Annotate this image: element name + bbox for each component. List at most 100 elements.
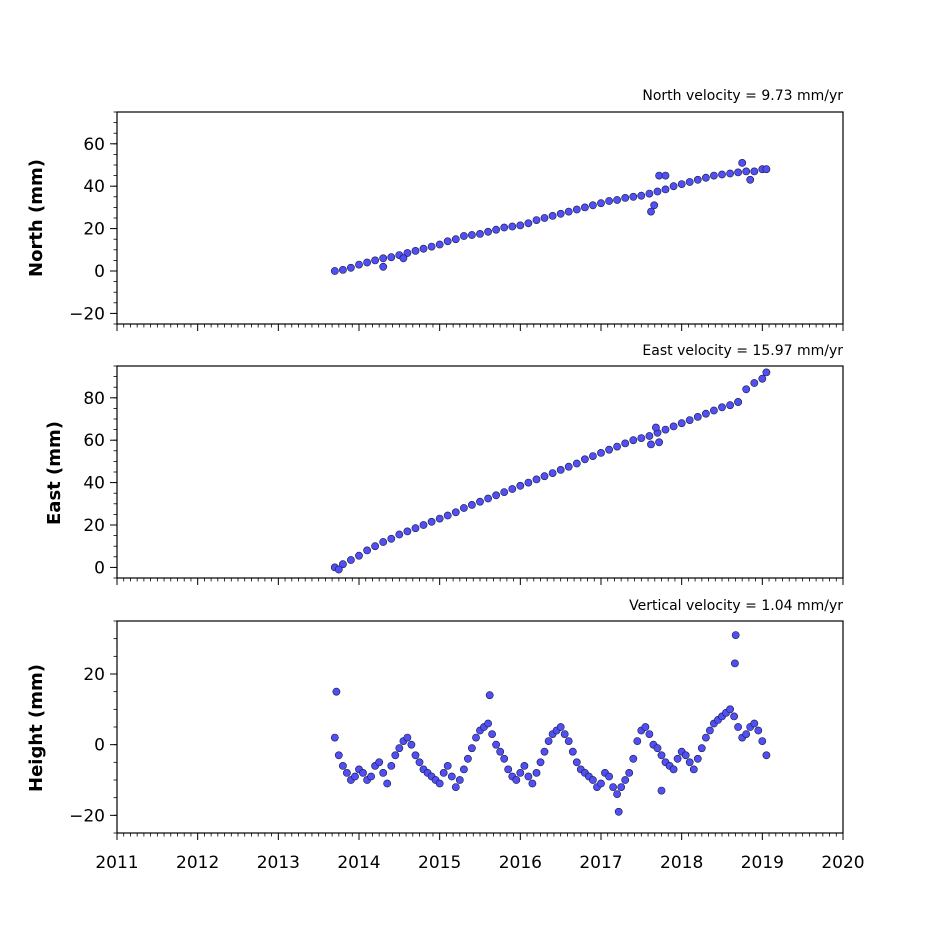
height-data-point [685, 758, 694, 767]
east-data-point [524, 478, 533, 487]
height-data-point [403, 733, 412, 742]
east-data-point [459, 504, 468, 512]
height-data-point [528, 779, 537, 788]
east-markers [330, 368, 771, 574]
height-data-point [472, 733, 480, 742]
height-plot-frame [116, 620, 844, 834]
height-x-tick-label: 2015 [418, 853, 461, 873]
east-data-point [403, 527, 412, 536]
north-data-point [738, 158, 747, 167]
height-data-point [411, 751, 420, 760]
height-data-point [330, 733, 339, 742]
height-data-point [463, 754, 472, 763]
east-data-point [427, 517, 436, 526]
height-data-point [754, 726, 763, 735]
east-ylabel: East (mm) [44, 421, 65, 525]
north-data-point [387, 253, 396, 262]
north-data-point [363, 258, 371, 267]
height-data-point [359, 769, 367, 777]
height-data-point [332, 687, 341, 696]
north-data-point [524, 219, 533, 228]
height-data-point [367, 772, 375, 781]
height-data-point [443, 762, 452, 770]
height-data-point [673, 754, 682, 763]
height-data-point [657, 786, 666, 795]
height-data-point [435, 779, 444, 788]
height-y-tick-label: 0 [94, 736, 105, 756]
east-data-point [387, 534, 396, 543]
east-data-point [647, 440, 655, 449]
north-data-point [746, 175, 755, 184]
north-data-point [338, 265, 347, 274]
north-y-tick-label: 0 [94, 262, 105, 282]
height-data-point [520, 762, 529, 770]
east-y-tick-label: 40 [83, 474, 105, 494]
height-data-point [540, 747, 549, 756]
height-data-point [485, 691, 494, 700]
height-ticks: 2011 2012 2013 2014 2015 2016 2017 2018 2019 2020… [69, 620, 865, 873]
east-plot-frame [116, 365, 844, 579]
height-x-tick-label: 2018 [660, 853, 703, 873]
height-x-tick-label: 2019 [741, 853, 784, 873]
height-data-point [762, 751, 771, 760]
east-data-point [621, 439, 630, 448]
east-data-point [379, 538, 388, 546]
height-data-point [496, 747, 505, 756]
height-data-point [395, 744, 404, 753]
east-data-point [334, 565, 343, 574]
east-data-point [677, 419, 686, 428]
north-data-point [581, 203, 589, 212]
height-data-point [572, 758, 581, 767]
height-data-point [731, 659, 739, 668]
north-ticks: −20 0 20 40 60 [69, 111, 844, 331]
north-data-point [621, 193, 630, 202]
north-data-point [645, 189, 654, 198]
north-data-point [516, 221, 525, 230]
east-data-point [556, 465, 565, 474]
east-y-tick-label: 80 [83, 389, 105, 409]
north-data-point [330, 267, 339, 275]
height-data-point [609, 783, 617, 791]
height-data-point [459, 765, 468, 774]
north-data-point [605, 197, 613, 205]
north-data-point [548, 211, 557, 220]
east-data-point [572, 459, 581, 468]
height-data-point [387, 762, 396, 770]
east-data-point [500, 488, 509, 496]
north-y-tick-label: 20 [83, 220, 105, 240]
east-data-point [451, 508, 460, 517]
vertical-velocity-title: Vertical velocity = 1.04 mm/yr [629, 598, 843, 614]
north-data-point [451, 235, 460, 244]
north-data-point [718, 170, 726, 179]
height-data-point [342, 769, 351, 777]
north-data-point [411, 246, 420, 255]
east-data-point [693, 412, 702, 421]
east-data-point [395, 530, 404, 539]
east-data-point [597, 448, 605, 457]
east-data-point [371, 542, 379, 551]
height-data-point [605, 772, 613, 781]
east-data-point [589, 452, 597, 460]
north-data-point [589, 201, 597, 210]
north-data-point [346, 263, 355, 272]
height-data-point [645, 730, 654, 738]
north-data-point [661, 171, 670, 180]
north-y-tick-label: 40 [83, 177, 105, 197]
north-data-point [500, 223, 509, 232]
height-data-point [597, 779, 605, 788]
height-y-tick-label: 20 [83, 665, 105, 685]
height-data-point [568, 747, 577, 756]
height-x-tick-label: 2020 [821, 853, 864, 873]
north-data-point [492, 225, 500, 234]
east-data-point [669, 422, 678, 431]
east-data-point [645, 432, 654, 440]
east-data-point [613, 442, 621, 451]
east-data-point [702, 409, 710, 418]
height-data-point [653, 744, 662, 753]
height-markers [330, 631, 771, 816]
north-velocity-title: North velocity = 9.73 mm/yr [642, 88, 843, 104]
height-data-point [629, 754, 638, 763]
east-data-point [548, 469, 557, 477]
height-data-point [730, 712, 738, 721]
